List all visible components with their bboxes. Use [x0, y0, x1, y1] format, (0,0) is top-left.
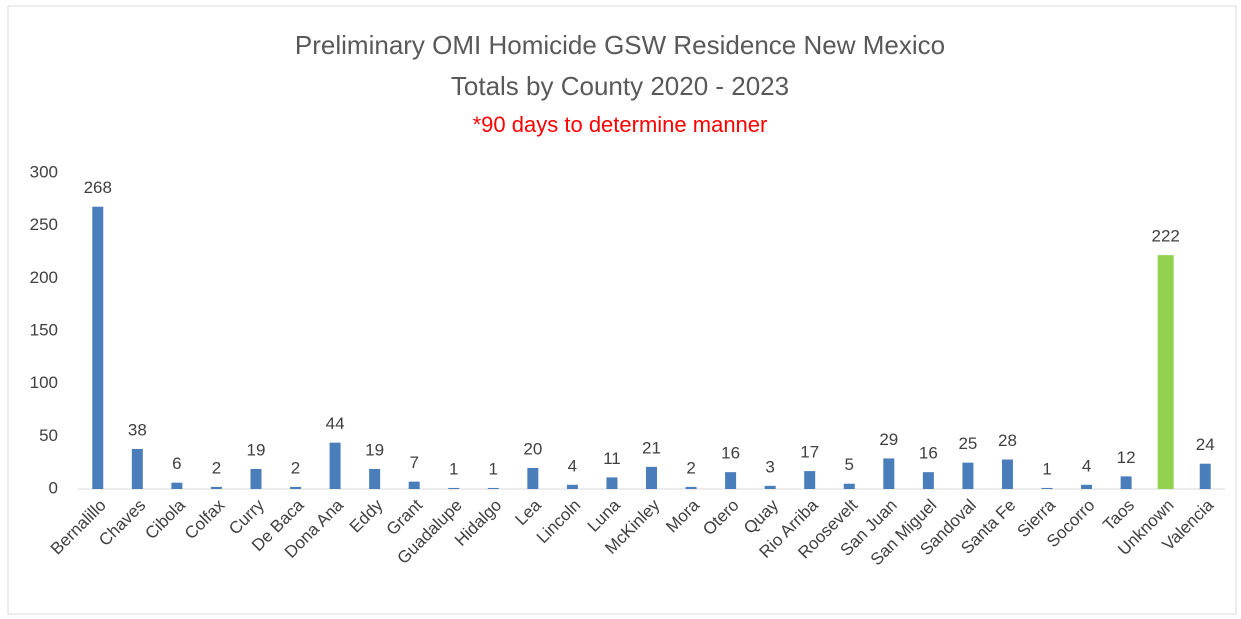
- data-label: 38: [128, 420, 147, 439]
- bar: [527, 467, 539, 489]
- bar: [1041, 487, 1053, 489]
- bar: [883, 458, 895, 489]
- data-label: 16: [919, 444, 938, 463]
- data-label: 2: [686, 458, 695, 477]
- bar: [1157, 255, 1174, 489]
- bar: [250, 468, 262, 489]
- bar: [408, 481, 420, 489]
- chart-title: Preliminary OMI Homicide GSW Residence N…: [295, 30, 945, 60]
- bar: [566, 484, 578, 489]
- y-tick-label: 250: [30, 215, 58, 234]
- data-label: 3: [765, 457, 774, 476]
- y-tick-label: 0: [49, 478, 58, 497]
- bar: [962, 462, 974, 489]
- data-label: 222: [1151, 227, 1179, 246]
- data-label: 12: [1117, 448, 1136, 467]
- data-label: 11: [603, 449, 621, 468]
- chart-border: [7, 5, 1237, 615]
- bar: [92, 206, 104, 489]
- data-label: 1: [449, 459, 458, 478]
- data-label: 29: [879, 430, 898, 449]
- data-label: 20: [523, 439, 542, 458]
- bar: [131, 448, 143, 489]
- bar: [1120, 476, 1132, 489]
- bar: [369, 468, 381, 489]
- y-tick-label: 200: [30, 268, 58, 287]
- data-label: 1: [1042, 459, 1051, 478]
- data-label: 24: [1196, 435, 1215, 454]
- data-label: 28: [998, 431, 1017, 450]
- y-tick-label: 150: [30, 320, 58, 339]
- data-label: 268: [84, 178, 112, 197]
- data-label: 19: [247, 440, 266, 459]
- data-label: 2: [212, 458, 221, 477]
- bar: [487, 487, 499, 489]
- y-tick-label: 300: [30, 162, 58, 181]
- bar: [725, 472, 737, 489]
- bar: [922, 472, 934, 489]
- bar: [843, 483, 855, 489]
- bar: [290, 486, 302, 489]
- bar: [685, 486, 697, 489]
- bar: [804, 471, 816, 489]
- bar: [1081, 484, 1093, 489]
- bar: [764, 485, 776, 489]
- data-label: 5: [845, 455, 854, 474]
- y-tick-label: 50: [39, 426, 58, 445]
- chart-subtitle: *90 days to determine manner: [473, 112, 768, 137]
- bar: [210, 486, 222, 489]
- bar: [329, 442, 341, 489]
- bar: [606, 477, 618, 489]
- bar: [1199, 463, 1211, 489]
- data-label: 21: [642, 438, 661, 457]
- bar: [171, 482, 183, 489]
- bar: [1001, 459, 1013, 489]
- data-label: 4: [568, 456, 577, 475]
- data-label: 19: [365, 440, 384, 459]
- data-label: 16: [721, 444, 740, 463]
- chart-title: Totals by County 2020 - 2023: [451, 71, 789, 101]
- bar: [646, 466, 657, 489]
- data-label: 2: [291, 458, 300, 477]
- data-label: 7: [409, 453, 418, 472]
- data-label: 44: [326, 414, 345, 433]
- bar: [448, 487, 460, 489]
- y-tick-label: 100: [30, 373, 58, 392]
- data-label: 17: [800, 443, 819, 462]
- data-label: 6: [172, 454, 181, 473]
- data-label: 25: [958, 434, 977, 453]
- data-label: 1: [489, 459, 498, 478]
- data-label: 4: [1082, 456, 1091, 475]
